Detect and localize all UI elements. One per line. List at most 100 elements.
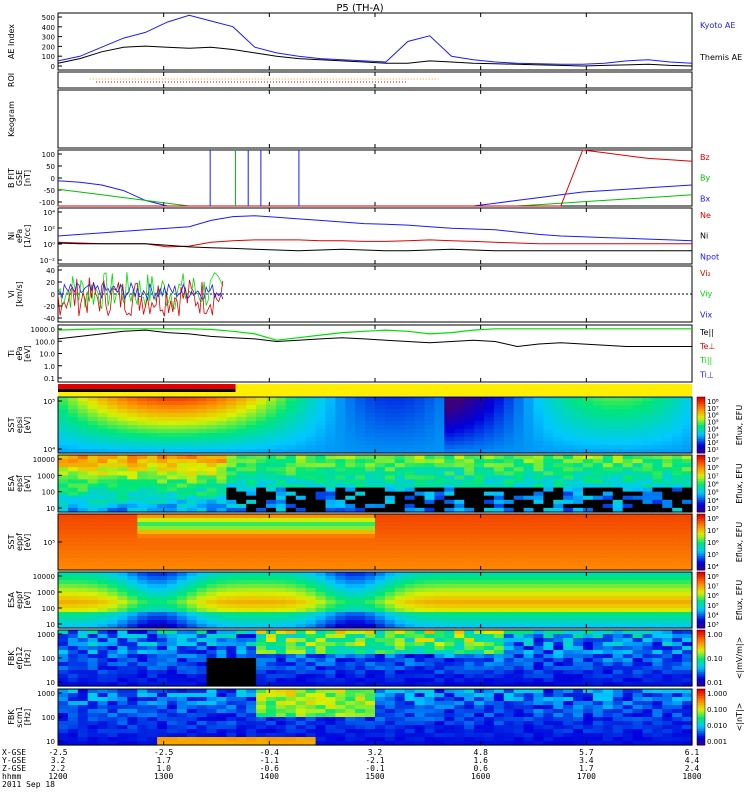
- heatmap-cell: [275, 588, 287, 593]
- heatmap-cell: [137, 487, 148, 493]
- heatmap-cell: [157, 678, 168, 683]
- heatmap-cell: [375, 616, 386, 621]
- heatmap-cell: [87, 666, 99, 671]
- heatmap-cell: [206, 666, 218, 671]
- heatmap-cell: [642, 572, 653, 577]
- heatmap-cell: [533, 588, 544, 593]
- heatmap-cell: [622, 459, 634, 464]
- heatmap-cell: [186, 658, 198, 663]
- heatmap-cell: [454, 437, 465, 442]
- heatmap-cell: [583, 459, 594, 464]
- heatmap-cell: [375, 429, 386, 434]
- heatmap-cell: [176, 405, 188, 410]
- y-tick-label: 40: [46, 267, 55, 275]
- heatmap-cell: [137, 634, 148, 639]
- heatmap-cell: [563, 449, 574, 454]
- heatmap-cell: [434, 437, 445, 442]
- heatmap-cell: [67, 421, 79, 426]
- heatmap-cell: [523, 421, 535, 426]
- heatmap-cell: [305, 562, 317, 567]
- heatmap-cell: [87, 538, 99, 543]
- heatmap-cell: [503, 678, 515, 683]
- heatmap-cell: [305, 522, 317, 527]
- heatmap-cell: [345, 526, 356, 531]
- heatmap-cell: [632, 530, 644, 535]
- heatmap-cell: [493, 662, 505, 667]
- heatmap-cell: [563, 425, 574, 430]
- heatmap-cell: [543, 530, 554, 535]
- y-tick-label: 100: [42, 151, 55, 159]
- heatmap-cell: [186, 542, 198, 547]
- heatmap-cell: [305, 650, 317, 655]
- heatmap-cell: [77, 421, 89, 426]
- heatmap-cell: [167, 526, 178, 531]
- heatmap-cell: [97, 491, 109, 497]
- heatmap-cell: [583, 654, 594, 659]
- heatmap-cell: [523, 522, 535, 527]
- heatmap-cell: [335, 429, 346, 434]
- heatmap-cell: [375, 546, 386, 551]
- heatmap-cell: [107, 624, 118, 629]
- heatmap-cell: [622, 634, 634, 639]
- heatmap-cell: [206, 475, 218, 481]
- heatmap-cell: [305, 620, 317, 625]
- heatmap-cell: [434, 463, 445, 468]
- heatmap-cell: [345, 588, 356, 593]
- heatmap-cell: [256, 429, 267, 434]
- heatmap-cell: [375, 670, 386, 675]
- heatmap-cell: [662, 662, 673, 667]
- colorbar-tick-label: 10⁵: [707, 551, 719, 559]
- heatmap-cell: [285, 650, 297, 655]
- heatmap-cell: [543, 608, 554, 613]
- colorbar-cell: [697, 469, 705, 473]
- heatmap-cell: [137, 503, 148, 509]
- heatmap-cell: [196, 562, 208, 567]
- heatmap-cell: [285, 630, 297, 635]
- heatmap-cell: [533, 397, 544, 402]
- heatmap-cell: [186, 584, 198, 589]
- heatmap-cell: [662, 584, 673, 589]
- heatmap-cell: [246, 624, 257, 629]
- heatmap-cell: [622, 550, 634, 555]
- heatmap-cell: [226, 566, 237, 571]
- heatmap-cell: [622, 437, 634, 442]
- heatmap-cell: [493, 666, 505, 671]
- y-axis-label: [eV]: [23, 417, 32, 434]
- heatmap-cell: [236, 526, 247, 531]
- heatmap-cell: [256, 514, 267, 519]
- heatmap-cell: [474, 487, 485, 493]
- heatmap-cell: [642, 522, 653, 527]
- y-tick-label: 300: [42, 34, 55, 42]
- heatmap-cell: [87, 584, 99, 589]
- heatmap-cell: [672, 604, 683, 609]
- heatmap-cell: [424, 588, 435, 593]
- heatmap-cell: [206, 459, 218, 464]
- heatmap-cell: [117, 507, 128, 513]
- heatmap-cell: [246, 455, 257, 460]
- heatmap-cell: [533, 562, 544, 567]
- heatmap-cell: [157, 592, 168, 597]
- heatmap-cell: [236, 495, 247, 501]
- heatmap-cell: [147, 534, 158, 539]
- heatmap-cell: [493, 604, 505, 609]
- heatmap-cell: [67, 441, 79, 446]
- heatmap-cell: [602, 503, 614, 509]
- heatmap-cell: [434, 445, 445, 450]
- heatmap-cell: [454, 612, 465, 617]
- heatmap-cell: [404, 642, 416, 647]
- heatmap-cell: [335, 674, 346, 679]
- heatmap-cell: [523, 526, 535, 531]
- heatmap-cell: [275, 499, 287, 505]
- heatmap-cell: [394, 630, 406, 635]
- heatmap-cell: [563, 483, 574, 489]
- heatmap-cell: [652, 526, 663, 531]
- heatmap-cell: [484, 670, 495, 675]
- heatmap-cell: [236, 445, 247, 450]
- heatmap-cell: [553, 483, 564, 489]
- heatmap-cell: [315, 600, 327, 605]
- heatmap-cell: [365, 491, 376, 497]
- heatmap-cell: [186, 526, 198, 531]
- heatmap-cell: [305, 538, 317, 543]
- heatmap-cell: [553, 413, 564, 418]
- heatmap-cell: [335, 670, 346, 675]
